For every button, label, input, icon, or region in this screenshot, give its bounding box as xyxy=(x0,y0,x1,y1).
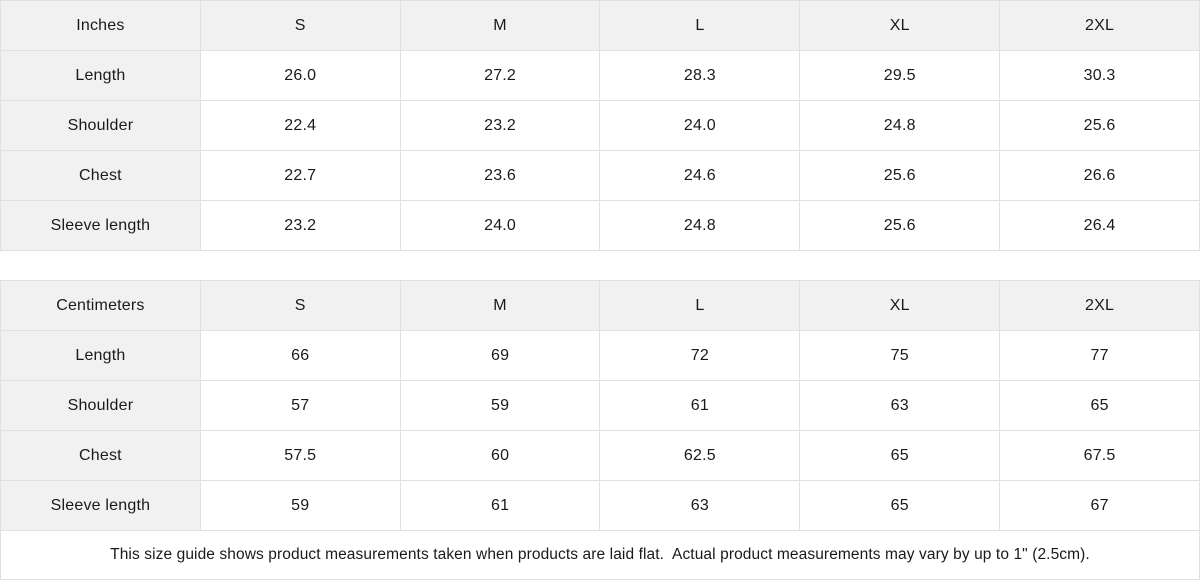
size-column-header: XL xyxy=(799,0,1001,51)
measurement-label: Sleeve length xyxy=(0,200,201,251)
table-row: Sleeve length 59 61 63 65 67 xyxy=(0,480,1200,531)
measurement-value: 65 xyxy=(999,380,1200,431)
measurement-value: 26.4 xyxy=(999,200,1200,251)
measurement-value: 65 xyxy=(799,430,1001,481)
size-table-centimeters: Centimeters S M L XL 2XL Length 66 69 72 75 77 Shoul… xyxy=(0,280,1200,531)
measurement-value: 28.3 xyxy=(599,50,801,101)
measurement-value: 60 xyxy=(399,430,601,481)
measurement-label: Length xyxy=(0,50,201,101)
measurement-value: 24.0 xyxy=(599,100,801,151)
measurement-label: Chest xyxy=(0,430,201,481)
measurement-value: 65 xyxy=(799,480,1001,531)
measurement-value: 24.0 xyxy=(399,200,601,251)
size-guide-tables: Inches S M L XL 2XL Length 26.0 27.2 28.3 29.5 30.3… xyxy=(0,0,1200,531)
measurement-value: 22.4 xyxy=(199,100,401,151)
measurement-value: 24.6 xyxy=(599,150,801,201)
measurement-value: 27.2 xyxy=(399,50,601,101)
measurement-value: 23.2 xyxy=(199,200,401,251)
measurement-value: 26.6 xyxy=(999,150,1200,201)
measurement-value: 24.8 xyxy=(799,100,1001,151)
measurement-value: 62.5 xyxy=(599,430,801,481)
table-row: Length 26.0 27.2 28.3 29.5 30.3 xyxy=(0,50,1200,101)
measurement-value: 25.6 xyxy=(799,150,1001,201)
measurement-label: Shoulder xyxy=(0,380,201,431)
size-column-header: S xyxy=(199,0,401,51)
table-row: Shoulder 57 59 61 63 65 xyxy=(0,380,1200,431)
size-column-header: XL xyxy=(799,280,1001,331)
unit-header: Centimeters xyxy=(0,280,201,331)
measurement-value: 57.5 xyxy=(199,430,401,481)
measurement-value: 24.8 xyxy=(599,200,801,251)
measurement-label: Length xyxy=(0,330,201,381)
table-row: Sleeve length 23.2 24.0 24.8 25.6 26.4 xyxy=(0,200,1200,251)
size-table-inches: Inches S M L XL 2XL Length 26.0 27.2 28.3 29.5 30.3… xyxy=(0,0,1200,251)
measurement-value: 22.7 xyxy=(199,150,401,201)
table-header-row: Inches S M L XL 2XL xyxy=(0,0,1200,51)
measurement-value: 29.5 xyxy=(799,50,1001,101)
measurement-value: 72 xyxy=(599,330,801,381)
size-column-header: M xyxy=(399,0,601,51)
size-column-header: 2XL xyxy=(999,0,1200,51)
measurement-label: Sleeve length xyxy=(0,480,201,531)
measurement-value: 30.3 xyxy=(999,50,1200,101)
measurement-value: 63 xyxy=(599,480,801,531)
size-column-header: M xyxy=(399,280,601,331)
table-header-row: Centimeters S M L XL 2XL xyxy=(0,280,1200,331)
table-row: Length 66 69 72 75 77 xyxy=(0,330,1200,381)
measurement-value: 63 xyxy=(799,380,1001,431)
table-row: Chest 57.5 60 62.5 65 67.5 xyxy=(0,430,1200,481)
table-row: Chest 22.7 23.6 24.6 25.6 26.6 xyxy=(0,150,1200,201)
measurement-value: 77 xyxy=(999,330,1200,381)
measurement-value: 57 xyxy=(199,380,401,431)
size-column-header: S xyxy=(199,280,401,331)
measurement-value: 75 xyxy=(799,330,1001,381)
table-row: Shoulder 22.4 23.2 24.0 24.8 25.6 xyxy=(0,100,1200,151)
measurement-value: 69 xyxy=(399,330,601,381)
measurement-value: 23.2 xyxy=(399,100,601,151)
measurement-value: 59 xyxy=(199,480,401,531)
size-column-header: 2XL xyxy=(999,280,1200,331)
measurement-value: 61 xyxy=(599,380,801,431)
measurement-value: 66 xyxy=(199,330,401,381)
measurement-value: 67 xyxy=(999,480,1200,531)
measurement-value: 23.6 xyxy=(399,150,601,201)
table-gap xyxy=(0,251,1200,280)
size-guide-footnote: This size guide shows product measuremen… xyxy=(0,531,1200,580)
measurement-label: Shoulder xyxy=(0,100,201,151)
measurement-value: 25.6 xyxy=(799,200,1001,251)
measurement-value: 59 xyxy=(399,380,601,431)
measurement-value: 61 xyxy=(399,480,601,531)
measurement-value: 67.5 xyxy=(999,430,1200,481)
size-column-header: L xyxy=(599,280,801,331)
measurement-label: Chest xyxy=(0,150,201,201)
measurement-value: 26.0 xyxy=(199,50,401,101)
unit-header: Inches xyxy=(0,0,201,51)
measurement-value: 25.6 xyxy=(999,100,1200,151)
size-column-header: L xyxy=(599,0,801,51)
